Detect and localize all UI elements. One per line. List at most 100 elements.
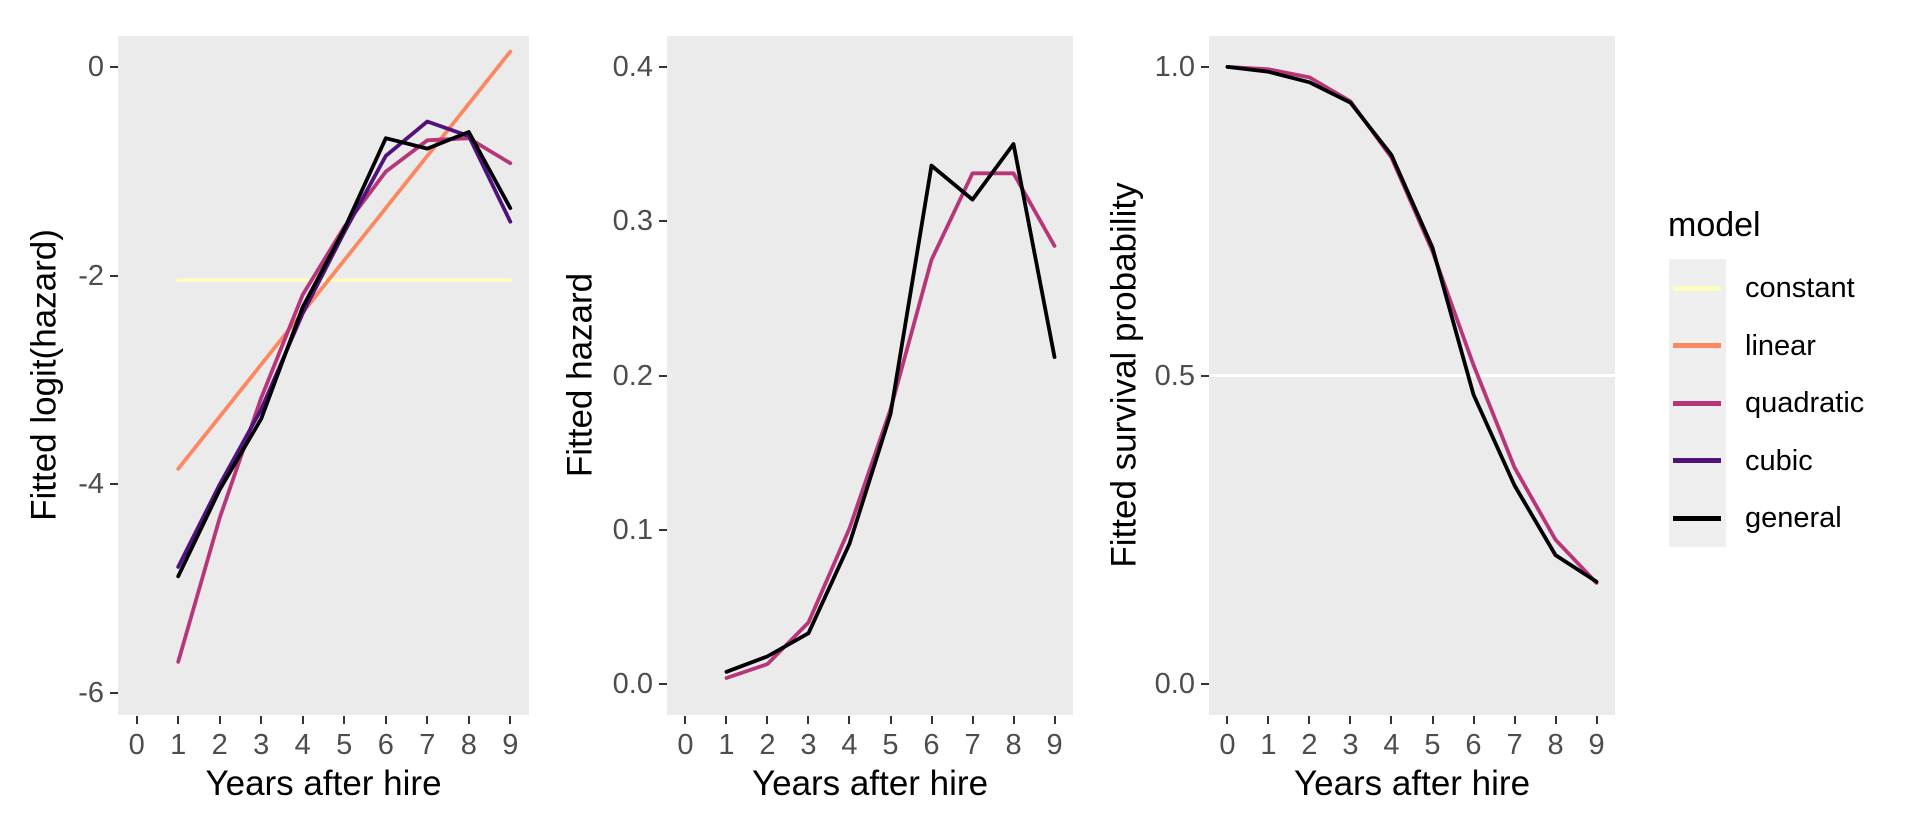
- legend-label-quadratic: quadratic: [1745, 387, 1865, 419]
- x-tick-label: 3: [253, 729, 270, 761]
- x-tick-mark: [509, 716, 512, 724]
- x-tick-label: 8: [1005, 729, 1022, 761]
- legend-swatch-quadratic: [1673, 400, 1721, 406]
- x-tick-mark: [971, 716, 974, 724]
- legend-key-column: [1669, 259, 1726, 547]
- x-tick-mark: [725, 716, 728, 724]
- x-tick-mark: [1349, 716, 1352, 724]
- x-tick-label: 7: [1506, 729, 1523, 761]
- y-tick-label: 1.0: [1154, 50, 1195, 83]
- y-tick-label: 0: [87, 51, 104, 84]
- y-tick-mark: [659, 220, 667, 223]
- plot-area-survival: [1209, 36, 1615, 715]
- x-tick-mark: [260, 716, 263, 724]
- x-tick-label: 5: [336, 729, 353, 761]
- x-tick-label: 8: [460, 729, 477, 761]
- x-tick-mark: [1226, 716, 1229, 724]
- x-tick-mark: [218, 716, 221, 724]
- y-tick-mark: [110, 66, 118, 69]
- x-tick-label: 7: [419, 729, 436, 761]
- x-tick-label: 0: [677, 729, 694, 761]
- y-tick-mark: [110, 483, 118, 486]
- y-tick-mark: [659, 683, 667, 686]
- x-tick-mark: [889, 716, 892, 724]
- x-tick-mark: [343, 716, 346, 724]
- x-tick-mark: [1390, 716, 1393, 724]
- y-tick-mark: [1201, 683, 1209, 686]
- x-tick-label: 9: [1588, 729, 1605, 761]
- y-tick-label: 0.3: [612, 205, 653, 238]
- x-tick-mark: [177, 716, 180, 724]
- x-tick-mark: [807, 716, 810, 724]
- y-tick-label: 0.0: [612, 668, 653, 701]
- x-tick-mark: [1267, 716, 1270, 724]
- x-tick-label: 0: [1219, 729, 1236, 761]
- x-tick-mark: [684, 716, 687, 724]
- x-axis-title: Years after hire: [751, 764, 989, 803]
- x-tick-label: 5: [882, 729, 899, 761]
- x-tick-mark: [848, 716, 851, 724]
- legend-label-linear: linear: [1745, 329, 1816, 362]
- legend-label-cubic: cubic: [1745, 444, 1813, 477]
- x-tick-label: 2: [1301, 729, 1318, 761]
- x-tick-mark: [1308, 716, 1311, 724]
- x-tick-label: 1: [718, 729, 735, 761]
- x-tick-mark: [426, 716, 429, 724]
- y-tick-label: 0.0: [1154, 668, 1195, 701]
- x-tick-mark: [1472, 716, 1475, 724]
- x-tick-mark: [1012, 716, 1015, 724]
- legend-swatch-linear: [1673, 343, 1721, 348]
- x-axis-title: Years after hire: [1293, 764, 1531, 803]
- y-tick-label: -2: [78, 259, 104, 292]
- legend-label-constant: constant: [1745, 272, 1855, 304]
- x-tick-label: 3: [1342, 729, 1359, 761]
- legend-title: model: [1668, 206, 1761, 244]
- x-tick-label: 3: [800, 729, 817, 761]
- x-axis-title: Years after hire: [205, 764, 442, 803]
- x-tick-label: 4: [1383, 729, 1400, 761]
- y-tick-label: 0.4: [612, 50, 653, 83]
- x-tick-mark: [467, 716, 470, 724]
- y-axis-title: Fitted logit(hazard): [24, 228, 63, 521]
- line-general: [1225, 64, 1599, 584]
- x-tick-label: 6: [377, 729, 394, 761]
- panel-background: [667, 36, 1073, 715]
- x-tick-mark: [384, 716, 387, 724]
- y-tick-label: 0.1: [612, 513, 653, 546]
- line-general: [724, 142, 1057, 674]
- x-tick-label: 1: [170, 729, 187, 761]
- y-tick-mark: [659, 528, 667, 531]
- x-tick-label: 7: [964, 729, 981, 761]
- x-tick-label: 9: [502, 729, 519, 761]
- y-tick-label: -6: [78, 677, 104, 710]
- x-tick-mark: [1554, 716, 1557, 724]
- y-tick-mark: [659, 65, 667, 68]
- panel-background: [118, 36, 529, 715]
- y-tick-label: -4: [78, 468, 104, 501]
- x-tick-label: 0: [128, 729, 145, 761]
- legend-label-general: general: [1745, 502, 1842, 534]
- y-tick-label: 0.5: [1154, 359, 1195, 392]
- y-tick-mark: [110, 692, 118, 695]
- x-tick-label: 1: [1260, 729, 1277, 761]
- plot-area-logit-hazard: [118, 36, 529, 715]
- x-tick-label: 6: [923, 729, 940, 761]
- x-tick-mark: [930, 716, 933, 724]
- x-tick-label: 9: [1046, 729, 1063, 761]
- legend-swatch-constant: [1673, 285, 1721, 291]
- y-tick-label: 0.2: [612, 359, 653, 392]
- plot-area-hazard: [667, 36, 1073, 715]
- x-tick-label: 4: [294, 729, 311, 761]
- y-tick-mark: [1201, 374, 1209, 377]
- y-tick-mark: [1201, 65, 1209, 68]
- x-tick-label: 2: [759, 729, 776, 761]
- x-tick-label: 8: [1547, 729, 1564, 761]
- line-linear: [176, 49, 513, 471]
- x-tick-mark: [1053, 716, 1056, 724]
- x-tick-mark: [135, 716, 138, 724]
- y-tick-mark: [110, 274, 118, 277]
- y-tick-mark: [659, 374, 667, 377]
- x-tick-mark: [1513, 716, 1516, 724]
- legend-swatch-cubic: [1673, 458, 1721, 463]
